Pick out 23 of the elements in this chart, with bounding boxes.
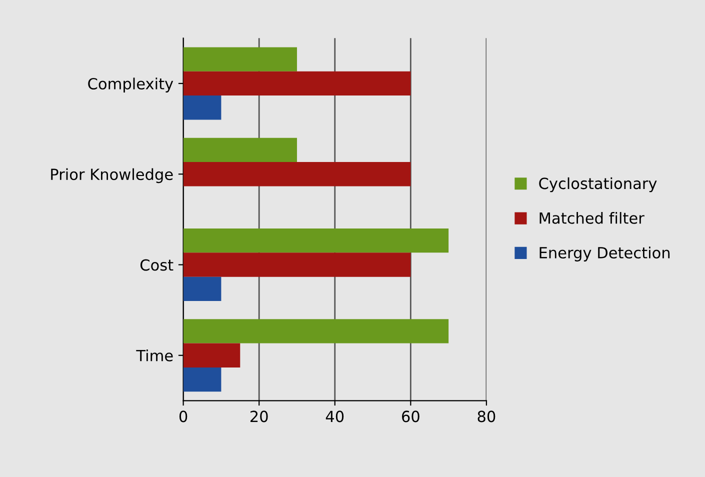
bar — [183, 252, 411, 277]
bar — [183, 228, 449, 253]
bar — [183, 343, 240, 368]
y-tick-label: Prior Knowledge — [51, 168, 173, 184]
legend-label: Matched filter — [540, 212, 644, 224]
bar — [183, 276, 222, 301]
x-tick-label: 80 — [478, 410, 496, 422]
bar — [183, 367, 222, 392]
bar — [183, 47, 297, 72]
x-tick-label: 40 — [326, 410, 344, 422]
bar — [183, 96, 222, 120]
bar — [183, 319, 449, 344]
y-tick-label: Time — [136, 350, 173, 362]
bar — [183, 162, 411, 186]
x-tick-label: 60 — [402, 410, 420, 422]
y-tick-label: Complexity — [88, 78, 174, 92]
x-tick-label: 20 — [250, 410, 268, 422]
legend-label: Energy Detection — [540, 246, 670, 262]
bar — [183, 138, 297, 162]
bar — [183, 71, 411, 96]
legend-label: Cyclostationary — [539, 177, 657, 192]
x-tick-label: 0 — [179, 410, 188, 422]
y-tick-label: Cost — [140, 259, 174, 271]
